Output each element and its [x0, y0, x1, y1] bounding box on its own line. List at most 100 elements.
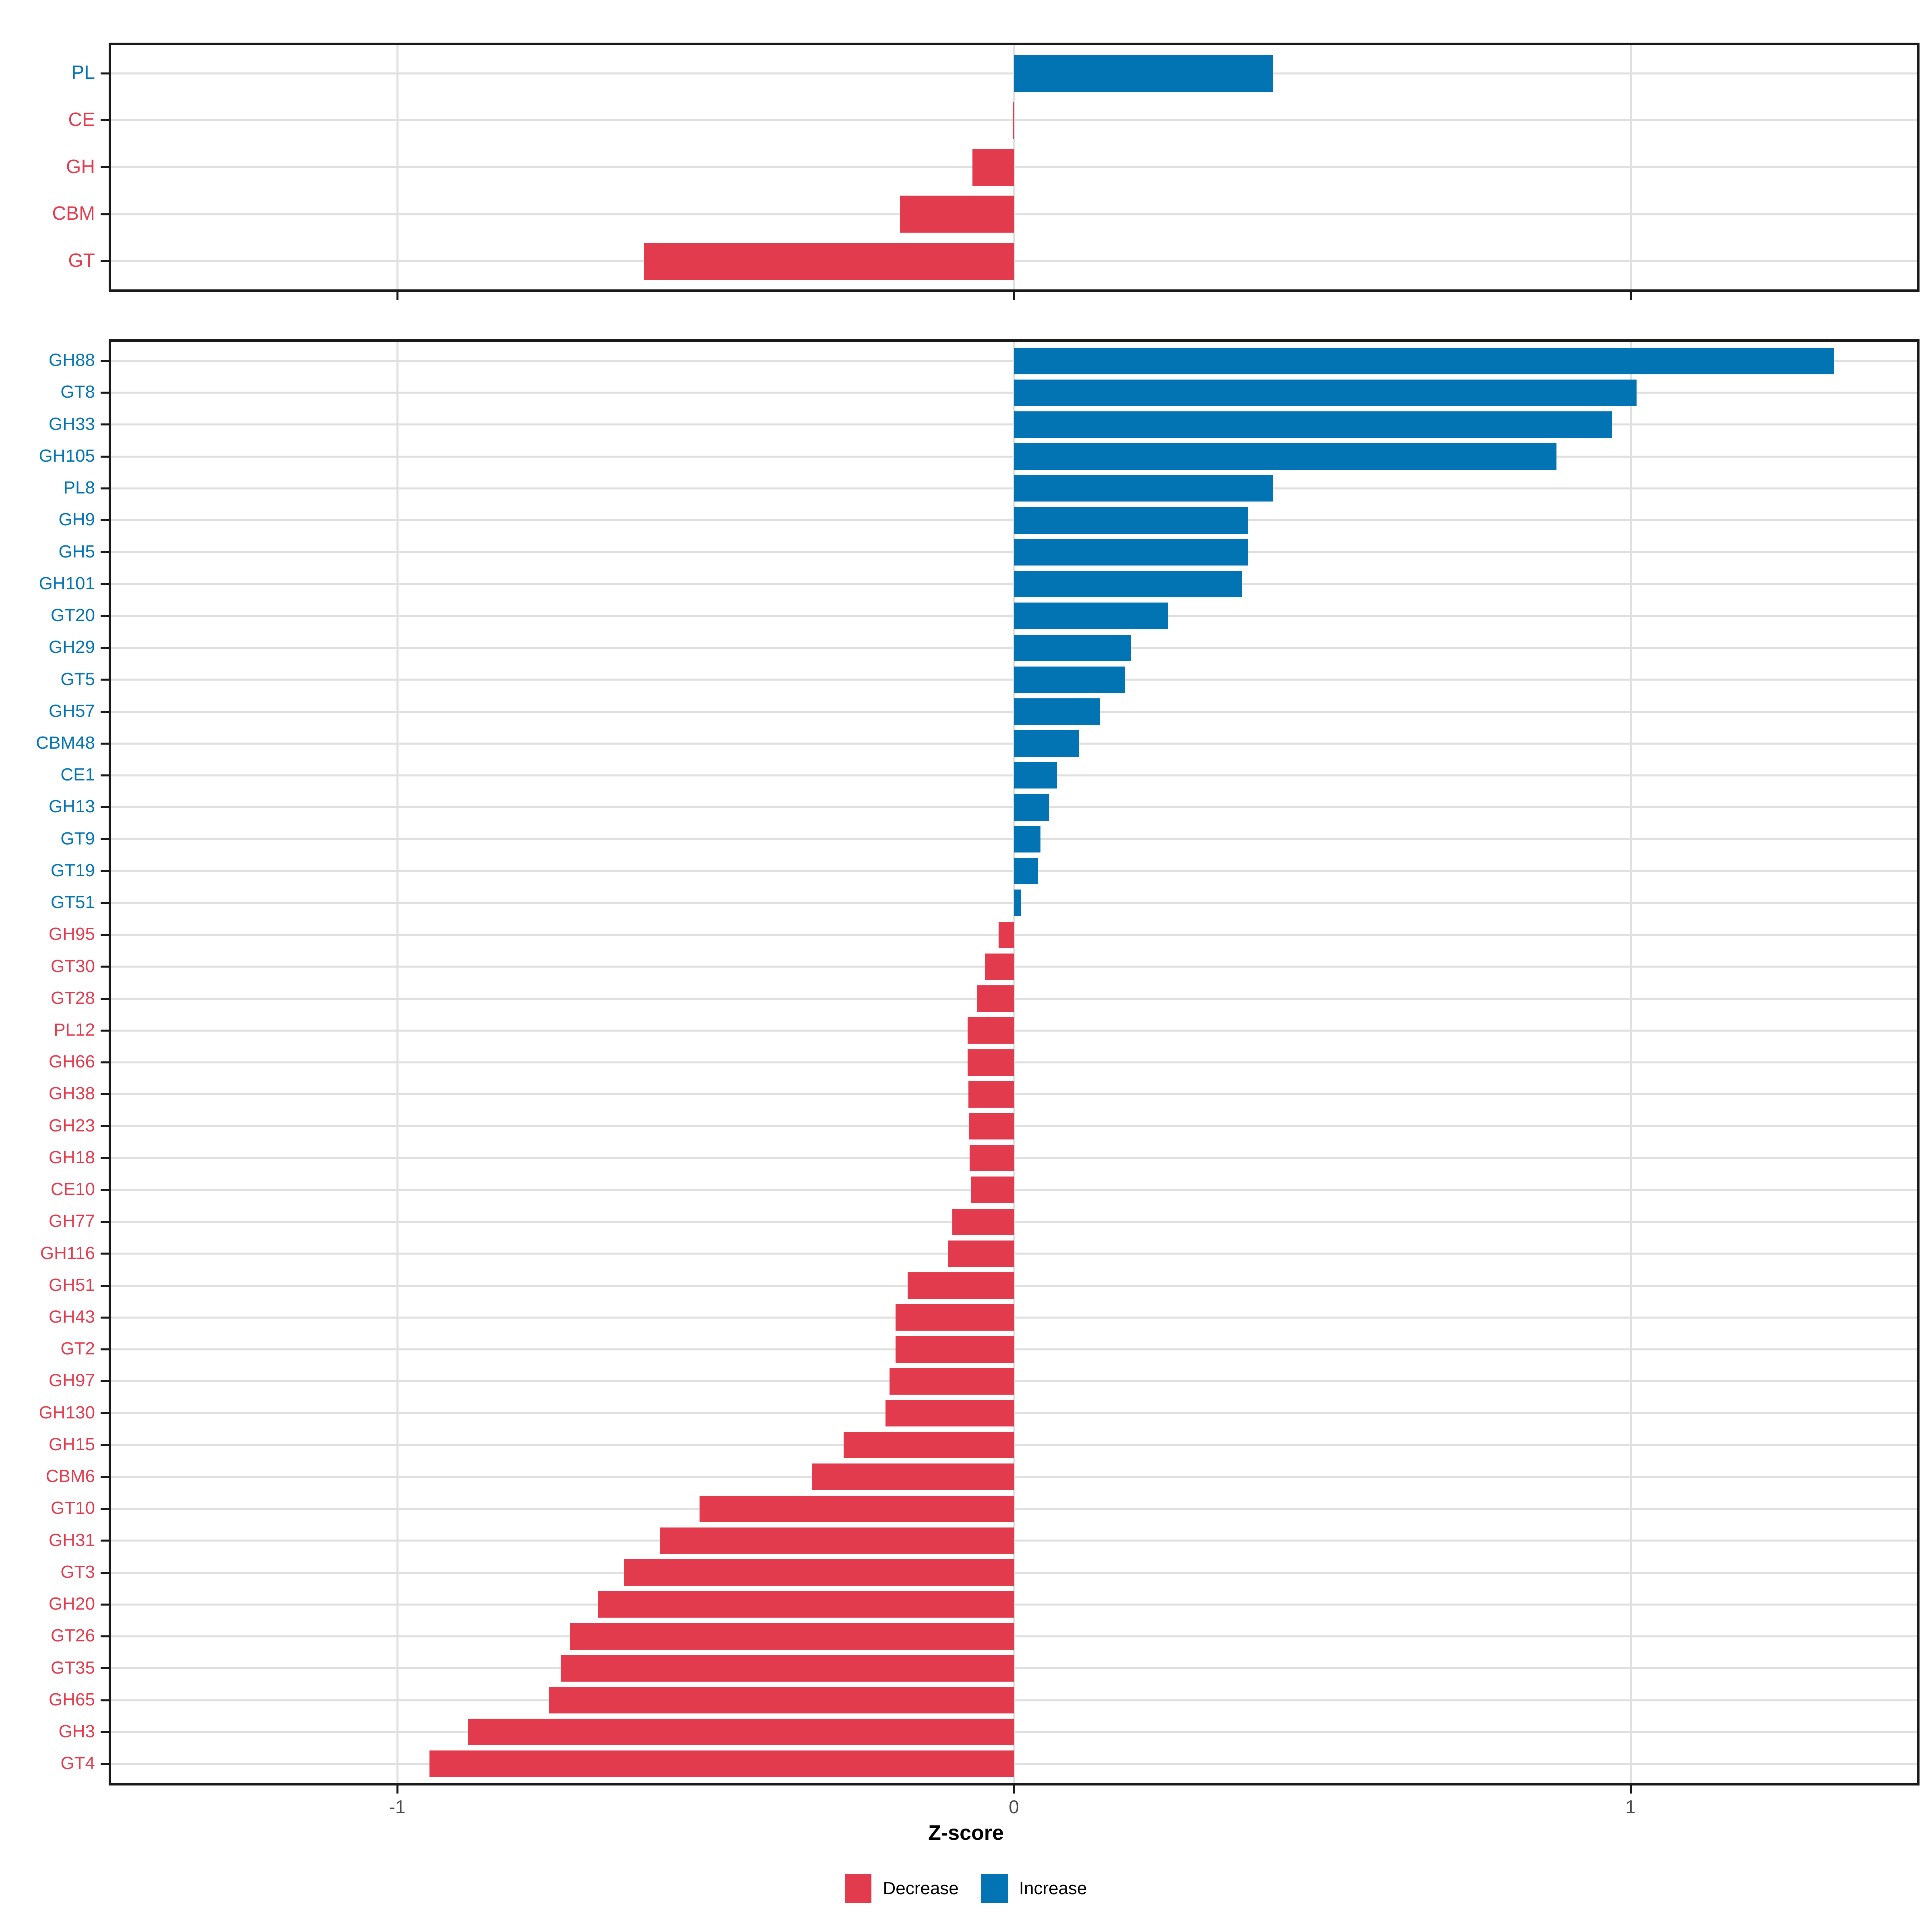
category-label-GH57: GH57: [49, 701, 95, 721]
x-tick-label-zero: 0: [1009, 1796, 1019, 1817]
horizontal-gridline: [111, 213, 1917, 215]
y-axis-tick: [101, 1284, 109, 1287]
category-label-GH33: GH33: [49, 414, 95, 434]
y-axis-tick: [101, 1125, 109, 1127]
y-axis-tick: [101, 742, 109, 745]
bar-GH33: [1014, 411, 1612, 438]
horizontal-gridline: [111, 1603, 1917, 1606]
y-axis-tick: [101, 710, 109, 713]
y-axis-tick: [101, 551, 109, 553]
horizontal-gridline: [111, 1699, 1917, 1701]
bar-GH43: [895, 1304, 1014, 1331]
category-label-GH18: GH18: [49, 1147, 95, 1167]
y-axis-tick: [101, 1763, 109, 1765]
y-axis-tick: [101, 806, 109, 809]
bar-GH18: [969, 1145, 1014, 1172]
bar-CBM: [900, 196, 1014, 233]
y-axis-tick: [101, 1571, 109, 1574]
category-label-GH101: GH101: [39, 573, 95, 593]
horizontal-gridline: [111, 1540, 1917, 1542]
horizontal-gridline: [111, 1476, 1917, 1478]
bar-PL12: [968, 1017, 1014, 1044]
category-label-GH97: GH97: [49, 1371, 95, 1391]
horizontal-gridline: [111, 1029, 1917, 1032]
category-label-GT30: GT30: [50, 956, 95, 976]
legend-swatch-increase: [981, 1874, 1008, 1903]
category-label-CBM48: CBM48: [36, 733, 95, 753]
y-axis-tick: [101, 1029, 109, 1032]
bar-GH97: [889, 1368, 1014, 1395]
bar-GH38: [968, 1081, 1014, 1108]
bar-GH15: [844, 1432, 1014, 1459]
y-axis-tick: [101, 1412, 109, 1414]
y-axis-tick: [101, 1699, 109, 1701]
y-axis-tick: [101, 1635, 109, 1638]
y-axis-tick: [101, 1093, 109, 1096]
category-label-CBM6: CBM6: [45, 1466, 95, 1486]
horizontal-gridline: [111, 1348, 1917, 1351]
y-axis-tick: [101, 1540, 109, 1542]
horizontal-gridline: [111, 1635, 1917, 1638]
horizontal-gridline: [111, 1189, 1917, 1191]
bar-GT3: [624, 1559, 1014, 1586]
category-label-GH13: GH13: [49, 797, 95, 817]
y-axis-tick: [101, 1061, 109, 1063]
y-axis-tick: [101, 119, 109, 122]
category-label-GH66: GH66: [49, 1052, 95, 1072]
category-label-CE10: CE10: [50, 1179, 95, 1199]
y-axis-tick: [101, 647, 109, 649]
bar-GH95: [998, 921, 1014, 948]
x-axis-tick: [1013, 292, 1015, 300]
bar-GT10: [699, 1495, 1014, 1522]
y-axis-tick: [101, 1380, 109, 1383]
category-label-GH43: GH43: [49, 1307, 95, 1327]
horizontal-gridline: [111, 260, 1917, 262]
bar-GT4: [429, 1750, 1014, 1777]
horizontal-gridline: [111, 1061, 1917, 1063]
y-axis-tick: [101, 615, 109, 617]
horizontal-gridline: [111, 1412, 1917, 1414]
bar-GT28: [977, 985, 1014, 1012]
y-axis-tick: [101, 1221, 109, 1223]
category-label-GH116: GH116: [40, 1243, 95, 1263]
bar-GH29: [1014, 634, 1131, 661]
bar-GH66: [968, 1049, 1014, 1076]
category-label-GT51: GT51: [50, 892, 95, 912]
category-label-PL8: PL8: [63, 478, 95, 498]
y-axis-tick: [101, 1476, 109, 1478]
horizontal-gridline: [111, 119, 1917, 122]
y-axis-tick: [101, 260, 109, 262]
bar-GT2: [895, 1336, 1014, 1363]
bar-PL: [1014, 55, 1273, 92]
y-axis-tick: [101, 774, 109, 776]
category-label-GT5: GT5: [60, 669, 95, 689]
y-axis-tick: [101, 213, 109, 215]
horizontal-gridline: [111, 1284, 1917, 1287]
legend: Decrease Increase: [0, 1874, 1932, 1903]
bar-GT51: [1014, 890, 1022, 916]
category-label-GH88: GH88: [49, 350, 95, 370]
horizontal-gridline: [111, 1667, 1917, 1670]
bar-GH23: [969, 1113, 1014, 1139]
category-label-GT26: GT26: [50, 1626, 95, 1646]
category-label-GH3: GH3: [58, 1721, 95, 1741]
category-label-GT28: GT28: [50, 988, 95, 1008]
category-label-GH77: GH77: [49, 1211, 95, 1231]
bar-GT5: [1014, 666, 1125, 693]
category-label-GT: GT: [68, 250, 95, 272]
x-tick-label-neg1: -1: [389, 1796, 406, 1817]
y-axis-tick: [101, 870, 109, 872]
y-axis-tick: [101, 1253, 109, 1255]
y-axis-tick: [101, 392, 109, 394]
horizontal-gridline: [111, 966, 1917, 968]
bar-CBM6: [812, 1463, 1014, 1490]
y-axis-tick: [101, 519, 109, 522]
horizontal-gridline: [111, 1253, 1917, 1255]
y-axis-tick: [101, 455, 109, 458]
category-label-GT3: GT3: [60, 1562, 95, 1582]
y-axis-tick: [101, 1189, 109, 1191]
category-label-GT2: GT2: [60, 1339, 95, 1359]
bar-GT35: [560, 1655, 1014, 1682]
horizontal-gridline: [111, 1508, 1917, 1510]
bar-PL8: [1014, 475, 1273, 502]
